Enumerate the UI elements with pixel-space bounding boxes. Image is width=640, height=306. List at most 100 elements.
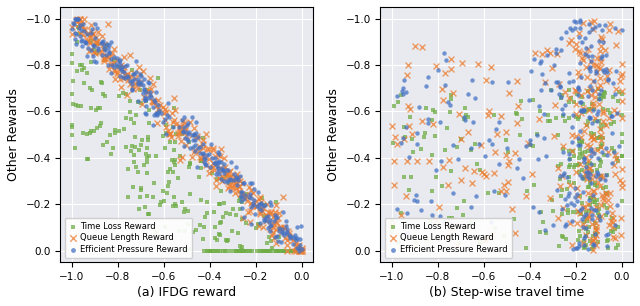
Efficient Pressure Reward (263, 226, 273, 231)
Time Loss Reward (528, 144, 538, 148)
Queue Length Reward (604, 67, 614, 72)
Time Loss Reward (612, 155, 623, 160)
Time Loss Reward (511, 111, 521, 116)
Time Loss Reward (239, 248, 250, 253)
Time Loss Reward (206, 248, 216, 253)
Time Loss Reward (587, 169, 597, 174)
Efficient Pressure Reward (494, 120, 504, 125)
Time Loss Reward (454, 241, 465, 245)
Queue Length Reward (601, 190, 611, 195)
Queue Length Reward (424, 159, 435, 163)
Efficient Pressure Reward (281, 223, 291, 228)
Efficient Pressure Reward (232, 183, 243, 188)
Legend: Time Loss Reward, Queue Length Reward, Efficient Pressure Reward: Time Loss Reward, Queue Length Reward, E… (65, 218, 192, 258)
Efficient Pressure Reward (294, 245, 304, 250)
Queue Length Reward (496, 114, 506, 119)
Queue Length Reward (542, 48, 552, 53)
Queue Length Reward (101, 54, 111, 59)
Queue Length Reward (492, 132, 502, 136)
Queue Length Reward (608, 219, 618, 224)
Queue Length Reward (204, 170, 214, 175)
Efficient Pressure Reward (570, 25, 580, 30)
Queue Length Reward (246, 200, 256, 205)
Efficient Pressure Reward (586, 58, 596, 63)
Queue Length Reward (392, 141, 402, 146)
Efficient Pressure Reward (564, 191, 574, 196)
Efficient Pressure Reward (179, 125, 189, 129)
Efficient Pressure Reward (585, 172, 595, 177)
Queue Length Reward (276, 224, 286, 229)
Efficient Pressure Reward (113, 56, 123, 61)
Efficient Pressure Reward (453, 157, 463, 162)
Efficient Pressure Reward (610, 91, 620, 96)
Time Loss Reward (563, 208, 573, 213)
Efficient Pressure Reward (109, 65, 119, 70)
Queue Length Reward (611, 42, 621, 47)
Time Loss Reward (100, 58, 110, 63)
Efficient Pressure Reward (423, 116, 433, 121)
Time Loss Reward (573, 163, 584, 168)
Queue Length Reward (548, 133, 559, 138)
Queue Length Reward (481, 174, 492, 179)
Time Loss Reward (573, 117, 583, 122)
Efficient Pressure Reward (236, 189, 246, 194)
Time Loss Reward (296, 248, 307, 253)
Time Loss Reward (214, 201, 224, 206)
Efficient Pressure Reward (521, 144, 531, 149)
Queue Length Reward (216, 146, 226, 151)
Y-axis label: Other Rewards: Other Rewards (7, 88, 20, 181)
Time Loss Reward (588, 233, 598, 238)
Efficient Pressure Reward (566, 218, 577, 223)
Efficient Pressure Reward (591, 208, 601, 213)
Time Loss Reward (613, 225, 623, 230)
Queue Length Reward (389, 159, 399, 163)
Queue Length Reward (598, 196, 609, 201)
Queue Length Reward (605, 191, 616, 196)
Time Loss Reward (593, 202, 603, 207)
Queue Length Reward (129, 70, 139, 75)
Queue Length Reward (295, 248, 305, 253)
Queue Length Reward (580, 166, 591, 171)
Efficient Pressure Reward (127, 87, 137, 91)
Efficient Pressure Reward (486, 220, 496, 225)
Queue Length Reward (513, 120, 523, 125)
Efficient Pressure Reward (433, 67, 444, 72)
Queue Length Reward (582, 75, 592, 80)
Queue Length Reward (232, 172, 242, 177)
Efficient Pressure Reward (213, 161, 223, 166)
Time Loss Reward (602, 191, 612, 196)
Queue Length Reward (103, 22, 113, 27)
Queue Length Reward (591, 56, 602, 61)
Efficient Pressure Reward (575, 61, 585, 66)
Queue Length Reward (77, 22, 87, 27)
Queue Length Reward (596, 36, 607, 41)
Queue Length Reward (588, 137, 598, 142)
Queue Length Reward (198, 154, 209, 159)
Queue Length Reward (278, 194, 289, 199)
Queue Length Reward (256, 200, 266, 205)
Time Loss Reward (114, 64, 124, 69)
Efficient Pressure Reward (292, 236, 303, 241)
Queue Length Reward (495, 188, 506, 193)
Queue Length Reward (188, 150, 198, 155)
Efficient Pressure Reward (191, 120, 201, 125)
Queue Length Reward (501, 188, 511, 193)
Efficient Pressure Reward (571, 20, 581, 25)
Time Loss Reward (458, 213, 468, 218)
Queue Length Reward (600, 48, 611, 53)
Time Loss Reward (129, 152, 139, 157)
Efficient Pressure Reward (434, 237, 444, 241)
Queue Length Reward (218, 167, 228, 172)
Efficient Pressure Reward (460, 118, 470, 123)
Efficient Pressure Reward (236, 195, 246, 200)
Time Loss Reward (114, 129, 124, 134)
Time Loss Reward (109, 127, 120, 132)
Time Loss Reward (579, 245, 589, 250)
Queue Length Reward (266, 233, 276, 238)
Queue Length Reward (239, 194, 249, 199)
Time Loss Reward (556, 162, 566, 167)
Queue Length Reward (157, 104, 168, 109)
Queue Length Reward (279, 225, 289, 230)
Time Loss Reward (233, 230, 243, 235)
Queue Length Reward (592, 147, 602, 152)
